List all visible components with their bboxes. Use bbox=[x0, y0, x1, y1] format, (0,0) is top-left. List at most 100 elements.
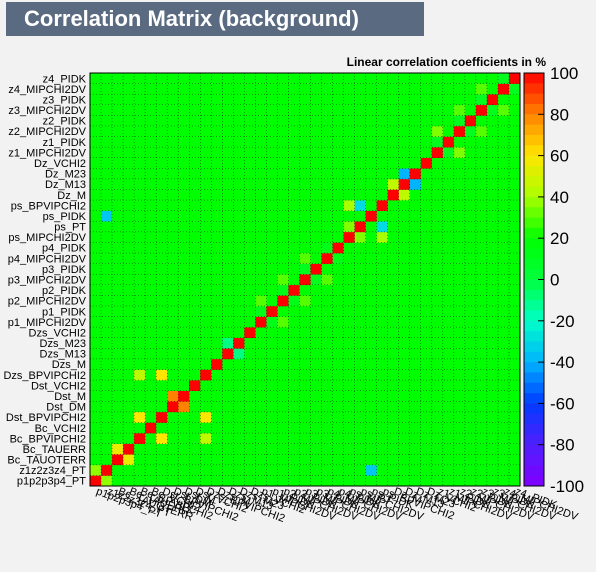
heatmap-cell bbox=[475, 125, 488, 137]
heatmap-cell bbox=[134, 305, 146, 317]
heatmap-cell bbox=[101, 316, 113, 328]
heatmap-cell bbox=[497, 253, 510, 264]
colorbar-segment bbox=[524, 114, 544, 126]
y-tick-label: Dzs_BPVIPCHI2 bbox=[3, 370, 86, 382]
heatmap-cell bbox=[299, 231, 311, 243]
heatmap-cell bbox=[233, 433, 245, 444]
heatmap-cell bbox=[431, 305, 444, 317]
heatmap-cell bbox=[299, 73, 311, 84]
heatmap-cell bbox=[431, 380, 444, 391]
heatmap-cell bbox=[453, 263, 466, 275]
heatmap-cell bbox=[420, 104, 433, 116]
heatmap-cell bbox=[453, 178, 466, 190]
heatmap-cell bbox=[255, 200, 267, 211]
heatmap-cell bbox=[112, 337, 124, 349]
heatmap-cell bbox=[310, 475, 322, 487]
heatmap-cell bbox=[123, 94, 135, 106]
heatmap-cell bbox=[464, 178, 477, 190]
heatmap-cell bbox=[464, 221, 477, 233]
heatmap-cell bbox=[310, 178, 322, 190]
heatmap-cell bbox=[123, 433, 135, 444]
heatmap-cell bbox=[321, 327, 333, 339]
heatmap-cell bbox=[200, 263, 212, 275]
heatmap-cell bbox=[332, 464, 344, 476]
heatmap-cell bbox=[244, 316, 256, 328]
heatmap-cell bbox=[398, 125, 411, 137]
heatmap-cell bbox=[156, 475, 168, 487]
heatmap-cell bbox=[420, 358, 433, 370]
heatmap-cell bbox=[288, 358, 300, 370]
heatmap-cell bbox=[343, 178, 355, 190]
heatmap-cell bbox=[266, 242, 278, 254]
heatmap-cell bbox=[508, 115, 521, 127]
heatmap-cell bbox=[211, 295, 223, 307]
heatmap-cell bbox=[387, 295, 400, 307]
heatmap-cell bbox=[420, 147, 433, 159]
heatmap-cell bbox=[310, 454, 322, 466]
heatmap-cell bbox=[409, 284, 422, 296]
heatmap-cell bbox=[431, 115, 444, 127]
heatmap-cell bbox=[222, 125, 234, 137]
heatmap-cell bbox=[497, 189, 510, 201]
heatmap-cell bbox=[475, 94, 488, 106]
heatmap-cell bbox=[343, 221, 355, 233]
heatmap-cell bbox=[431, 189, 444, 201]
heatmap-cell bbox=[112, 253, 124, 264]
heatmap-cell bbox=[189, 168, 201, 180]
heatmap-cell bbox=[178, 358, 190, 370]
heatmap-cell bbox=[288, 189, 300, 201]
heatmap-cell bbox=[343, 380, 355, 391]
y-tick-label: z2_MIPCHI2DV bbox=[8, 126, 86, 138]
heatmap-cell bbox=[244, 189, 256, 201]
heatmap-cell bbox=[310, 115, 322, 127]
heatmap-cell bbox=[442, 115, 455, 127]
heatmap-cell bbox=[387, 168, 400, 180]
heatmap-cell bbox=[453, 327, 466, 339]
colorbar-tick-label: 40 bbox=[550, 188, 569, 207]
heatmap-cell bbox=[200, 422, 212, 434]
heatmap-cell bbox=[321, 358, 333, 370]
heatmap-cell bbox=[420, 390, 433, 402]
heatmap-cell bbox=[101, 104, 113, 116]
heatmap-cell bbox=[310, 157, 322, 169]
heatmap-cell bbox=[222, 263, 234, 275]
heatmap-cell bbox=[167, 369, 179, 381]
heatmap-cell bbox=[464, 443, 477, 455]
colorbar-segment bbox=[524, 165, 544, 177]
heatmap-cell bbox=[321, 464, 333, 476]
heatmap-cell bbox=[387, 327, 400, 339]
heatmap-cell bbox=[189, 147, 201, 159]
heatmap-cell bbox=[299, 189, 311, 201]
heatmap-cell bbox=[101, 443, 113, 455]
heatmap-cell bbox=[475, 157, 488, 169]
heatmap-cell bbox=[288, 390, 300, 402]
heatmap-cell bbox=[255, 115, 267, 127]
heatmap-cell bbox=[255, 83, 267, 95]
heatmap-cell bbox=[145, 475, 157, 487]
heatmap-cell bbox=[233, 475, 245, 487]
heatmap-cell bbox=[288, 433, 300, 444]
heatmap-cell bbox=[200, 348, 212, 360]
heatmap-cell bbox=[398, 104, 411, 116]
heatmap-cell bbox=[442, 390, 455, 402]
heatmap-cell bbox=[486, 200, 499, 211]
heatmap-cell bbox=[332, 263, 344, 275]
heatmap-cell bbox=[453, 210, 466, 222]
heatmap-cell bbox=[233, 136, 245, 148]
heatmap-cell bbox=[398, 390, 411, 402]
heatmap-cell bbox=[112, 380, 124, 391]
heatmap-cell bbox=[90, 464, 102, 476]
heatmap-cell bbox=[310, 390, 322, 402]
heatmap-cell bbox=[255, 433, 267, 444]
heatmap-cell bbox=[277, 178, 289, 190]
heatmap-cell bbox=[409, 210, 422, 222]
y-tick-label: Dz_M23 bbox=[45, 169, 86, 181]
heatmap-cell bbox=[277, 316, 289, 328]
heatmap-cell bbox=[211, 475, 223, 487]
heatmap-cell bbox=[222, 200, 234, 211]
heatmap-cell bbox=[343, 136, 355, 148]
heatmap-cell bbox=[112, 178, 124, 190]
heatmap-cell bbox=[486, 221, 499, 233]
heatmap-cell bbox=[233, 284, 245, 296]
